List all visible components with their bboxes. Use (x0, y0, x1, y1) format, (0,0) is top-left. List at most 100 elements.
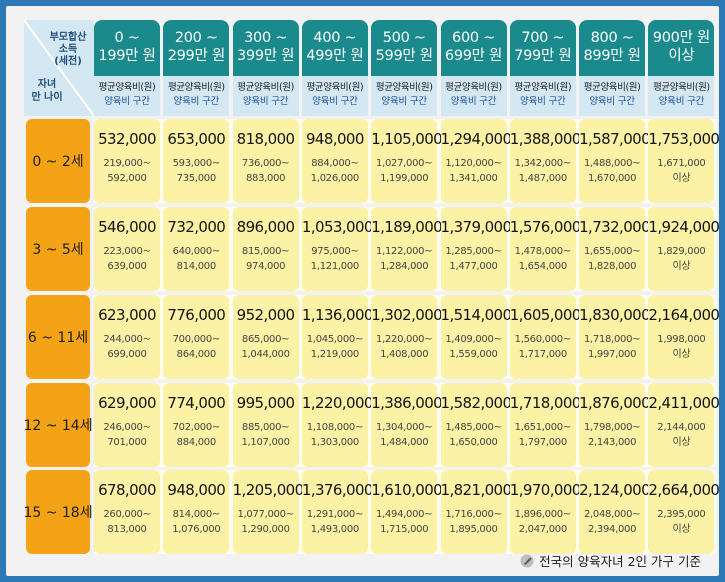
cost-range-start: 1,220,000~ (376, 334, 433, 345)
range-label: 양육비 구간 (658, 96, 705, 107)
pencil-icon (520, 554, 534, 567)
cost-range: 1,409,000~ 1,559,000 (441, 332, 507, 362)
cost-range: 260,000~ 813,000 (94, 507, 160, 537)
average-cost: 952,000 (236, 306, 295, 324)
income-bracket: 0 ~ 199만 원 (94, 20, 160, 76)
income-bracket-line1: 400 ~ (313, 30, 357, 46)
cost-range: 1,798,000~ 2,143,000 (579, 420, 645, 450)
cost-cell: 1,576,000 1,478,000~ 1,654,000 (509, 207, 581, 291)
income-bracket-line2: 299만 원 (167, 48, 225, 64)
cost-cell: 1,610,000 1,494,000~ 1,715,000 (371, 470, 443, 554)
cost-cell: 896,000 815,000~ 974,000 (232, 207, 299, 291)
cost-range-start: 223,000~ (103, 246, 151, 257)
cost-range-end: 699,000 (107, 349, 147, 360)
cost-range-start: 1,120,000~ (445, 158, 502, 169)
cost-range-start: 700,000~ (172, 334, 221, 345)
cost-range-start: 1,485,000~ (445, 422, 502, 433)
cost-cell: 1,386,000 1,304,000~ 1,484,000 (371, 383, 443, 467)
cost-range: 1,655,000~ 1,828,000 (579, 244, 645, 274)
cost-range: 1,478,000~ 1,654,000 (510, 244, 576, 274)
cost-range-end: 1,408,000 (380, 349, 429, 360)
cost-range-end: 1,303,000 (310, 437, 360, 448)
income-bracket-line2: 799만 원 (514, 48, 572, 64)
cost-range-start: 1,488,000~ (583, 158, 641, 169)
cost-range-start: 975,000~ (311, 246, 359, 257)
average-cost: 1,582,000 (440, 394, 513, 412)
cost-range-start: 1,655,000~ (583, 246, 641, 257)
average-cost: 948,000 (167, 481, 226, 499)
cost-range: 1,122,000~ 1,284,000 (371, 244, 437, 274)
cost-cell: 2,664,000 2,395,000 이상 (648, 470, 720, 554)
age-row-header: 15 ~ 18세 (23, 470, 93, 554)
cost-range-end: 974,000 (245, 261, 286, 272)
income-column-header: 900만 원 이상 평균양육비(원) 양육비 구간 (648, 20, 715, 116)
cost-range-start: 1,304,000~ (376, 422, 433, 433)
average-cost: 732,000 (167, 218, 226, 236)
cost-range-end: 2,143,000 (587, 437, 637, 448)
cost-range: 640,000~ 814,000 (163, 244, 229, 274)
cost-range-start: 885,000~ (241, 422, 290, 433)
column-subheader: 평균양육비(원) 양육비 구간 (371, 76, 438, 116)
average-cost: 948,000 (305, 130, 364, 148)
cost-cell: 623,000 244,000~ 699,000 (94, 295, 160, 379)
range-label: 양육비 구간 (173, 96, 220, 107)
cost-cell: 678,000 260,000~ 813,000 (94, 470, 160, 554)
cost-range-start: 246,000~ (103, 422, 151, 433)
cost-range-start: 1,478,000~ (514, 246, 572, 257)
average-cost: 2,124,000 (579, 481, 651, 499)
income-column-header: 400 ~ 499만 원 평균양육비(원) 양육비 구간 (301, 20, 368, 116)
average-cost: 1,294,000 (440, 130, 513, 148)
cost-cell: 1,376,000 1,291,000~ 1,493,000 (301, 470, 374, 554)
cost-cell: 732,000 640,000~ 814,000 (163, 207, 230, 291)
cost-range-end: 701,000 (107, 437, 147, 448)
cost-cell: 1,379,000 1,285,000~ 1,477,000 (440, 207, 512, 291)
cost-range-end: 1,076,000 (172, 524, 221, 535)
cost-range: 885,000~ 1,107,000 (233, 420, 299, 450)
income-bracket-line2: 899만 원 (583, 48, 641, 64)
cost-cell: 1,294,000 1,120,000~ 1,341,000 (440, 119, 513, 203)
cost-range-end: 이상 (672, 173, 691, 184)
cost-range: 2,144,000 이상 (648, 420, 714, 450)
cost-range-end: 1,284,000 (380, 261, 429, 272)
cost-cell: 1,605,000 1,560,000~ 1,717,000 (509, 295, 581, 379)
table-corner-header: 부모합산 소득 (세전) 자녀 만 나이 (24, 20, 94, 116)
average-cost: 1,376,000 (301, 481, 374, 499)
cost-range-end: 884,000 (176, 437, 217, 448)
cost-range-start: 865,000~ (241, 334, 290, 345)
cost-range-start: 219,000~ (103, 158, 151, 169)
cost-range-end: 1,650,000 (449, 437, 498, 448)
avg-cost-label: 평균양육비(원) (237, 82, 294, 93)
average-cost: 1,136,000 (301, 306, 374, 324)
avg-cost-label: 평균양육비(원) (306, 82, 364, 93)
age-axis-label: 자녀 만 나이 (31, 79, 63, 103)
income-bracket: 800 ~ 899만 원 (579, 20, 646, 76)
average-cost: 678,000 (98, 481, 156, 499)
cost-range: 246,000~ 701,000 (94, 420, 160, 450)
cost-cell: 776,000 700,000~ 864,000 (163, 295, 230, 379)
cost-cell: 952,000 865,000~ 1,044,000 (232, 295, 299, 379)
range-label: 양육비 구간 (242, 96, 289, 107)
cost-range-end: 1,341,000 (449, 173, 498, 184)
range-label: 양육비 구간 (520, 96, 566, 107)
cost-range-end: 1,044,000 (241, 349, 290, 360)
cost-range: 814,000~ 1,076,000 (163, 507, 229, 537)
income-bracket-line2: 599만 원 (375, 48, 433, 64)
cost-range-start: 1,045,000~ (306, 334, 364, 345)
cost-range: 2,048,000~ 2,394,000 (579, 507, 645, 537)
income-bracket-line1: 500 ~ (382, 30, 426, 46)
cost-cell: 1,220,000 1,108,000~ 1,303,000 (301, 383, 373, 467)
cost-range-start: 1,716,000~ (445, 509, 502, 520)
cost-cell: 1,732,000 1,655,000~ 1,828,000 (579, 207, 651, 291)
cost-cell: 2,411,000 2,144,000 이상 (648, 383, 720, 467)
average-cost: 1,821,000 (440, 481, 513, 499)
cost-range-end: 2,394,000 (587, 524, 637, 535)
footnote: 전국의 양육자녀 2인 가구 기준 (520, 551, 701, 570)
average-cost: 1,302,000 (371, 306, 443, 324)
cost-range: 975,000~ 1,121,000 (302, 244, 368, 274)
cost-range: 1,829,000 이상 (648, 244, 714, 274)
avg-cost-label: 평균양육비(원) (445, 82, 502, 93)
cost-cell: 1,753,000 1,671,000 이상 (648, 119, 720, 203)
income-bracket: 200 ~ 299만 원 (163, 20, 230, 76)
avg-cost-label: 평균양육비(원) (167, 82, 225, 93)
cost-range-end: 735,000 (176, 173, 217, 184)
